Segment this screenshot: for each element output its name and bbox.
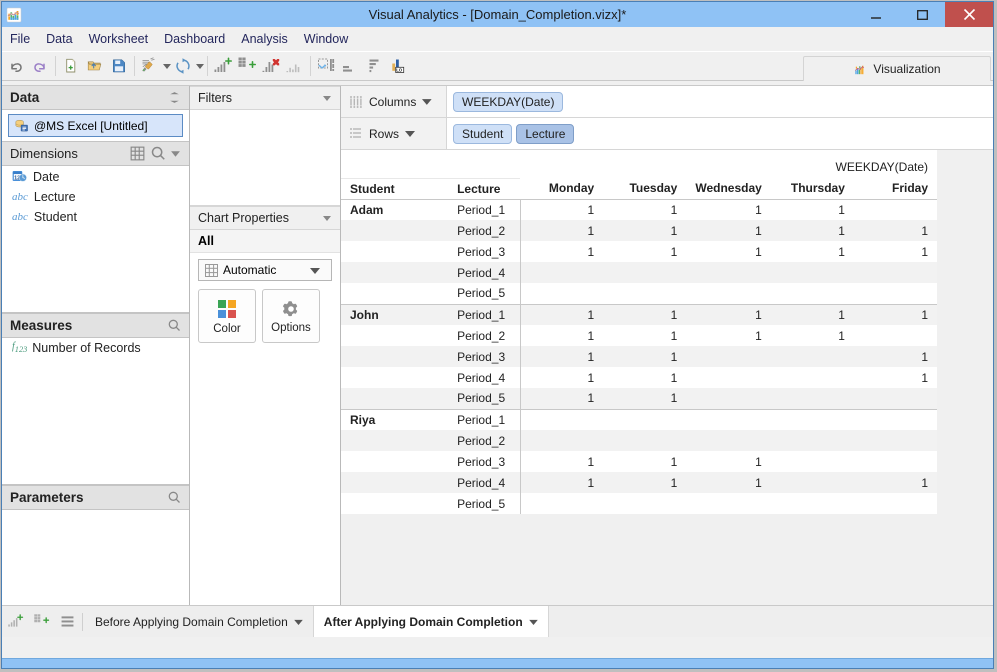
svg-text:LO: LO bbox=[396, 67, 403, 72]
